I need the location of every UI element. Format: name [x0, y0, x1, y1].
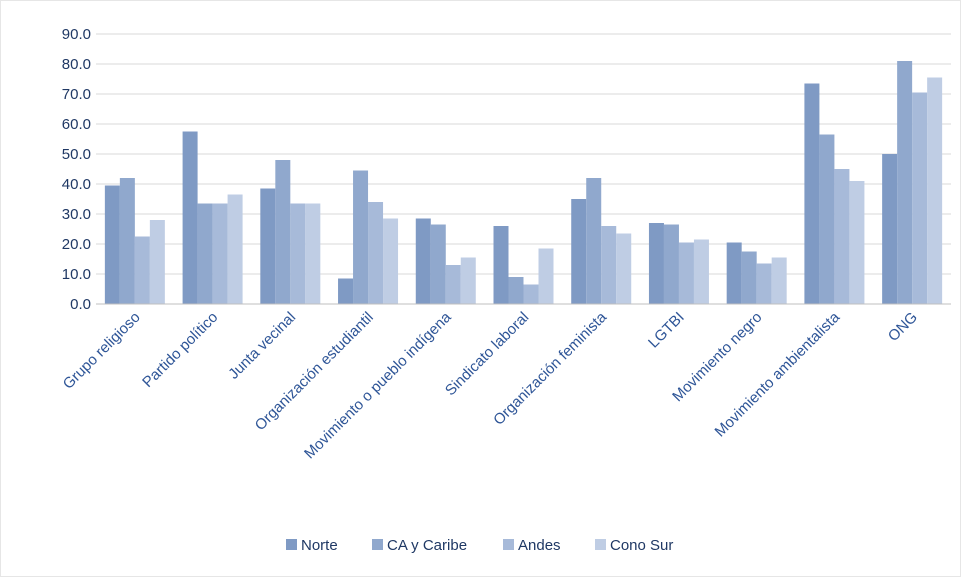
bar-norte-partido-politico: [182, 131, 198, 304]
bar-ca-y-caribe-lgtbi: [663, 224, 679, 304]
bar-cono-sur-sindicato-laboral: [538, 248, 554, 304]
bar-andes-partido-politico: [212, 203, 228, 304]
legend-swatch: [595, 539, 606, 550]
bar-ca-y-caribe-movimiento-ambientalista: [819, 134, 835, 304]
legend-swatch: [286, 539, 297, 550]
bar-andes-junta-vecinal: [290, 203, 306, 304]
y-tick-label: 80.0: [62, 56, 91, 73]
x-tick-label: Grupo religioso: [60, 309, 144, 393]
legend-item-cono-sur: Cono Sur: [595, 537, 673, 554]
legend-swatch: [503, 539, 514, 550]
bar-norte-movimiento-o-pueblo-indigena: [415, 218, 431, 304]
bar-ca-y-caribe-movimiento-negro: [741, 251, 757, 304]
bar-norte-movimiento-negro: [726, 242, 742, 304]
bar-group-lgtbi: [648, 223, 709, 304]
y-tick-label: 90.0: [62, 26, 91, 43]
bar-cono-sur-organizacion-feminista: [616, 233, 632, 304]
legend-label: Norte: [301, 537, 338, 554]
legend-item-ca-y-caribe: CA y Caribe: [372, 537, 467, 554]
y-tick-label: 60.0: [62, 116, 91, 133]
y-tick-label: 10.0: [62, 266, 91, 283]
y-tick-label: 50.0: [62, 146, 91, 163]
y-tick-label: 30.0: [62, 206, 91, 223]
y-tick-label: 40.0: [62, 176, 91, 193]
bar-group-organizacion-estudiantil: [338, 170, 399, 304]
bar-group-movimiento-ambientalista: [804, 83, 865, 304]
bar-andes-lgtbi: [678, 242, 694, 304]
x-tick-label: Movimiento o pueblo indígena: [301, 308, 455, 462]
bar-cono-sur-grupo-religioso: [149, 220, 165, 304]
bar-group-movimiento-negro: [726, 242, 787, 304]
x-tick-label: Junta vecinal: [225, 309, 299, 383]
y-tick-label: 0.0: [70, 296, 91, 313]
bar-cono-sur-organizacion-estudiantil: [383, 218, 399, 304]
bar-ca-y-caribe-grupo-religioso: [119, 178, 135, 304]
bar-group-grupo-religioso: [104, 178, 165, 304]
bar-norte-lgtbi: [648, 223, 664, 304]
legend-item-norte: Norte: [286, 537, 338, 554]
bar-ca-y-caribe-ong: [897, 61, 913, 304]
bar-cono-sur-movimiento-o-pueblo-indigena: [460, 257, 476, 304]
bar-ca-y-caribe-partido-politico: [197, 203, 213, 304]
legend: Norte CA y Caribe Andes Cono Sur: [286, 537, 673, 554]
y-tick-label: 20.0: [62, 236, 91, 253]
legend-label: Cono Sur: [610, 537, 673, 554]
bar-norte-movimiento-ambientalista: [804, 83, 820, 304]
bar-norte-organizacion-feminista: [571, 199, 587, 304]
x-tick-label: Sindicato laboral: [442, 309, 532, 399]
bar-group-sindicato-laboral: [493, 226, 554, 304]
legend-label: CA y Caribe: [387, 537, 467, 554]
bar-andes-grupo-religioso: [134, 236, 150, 304]
bar-ca-y-caribe-sindicato-laboral: [508, 277, 524, 304]
y-tick-label: 70.0: [62, 86, 91, 103]
bars: [104, 61, 943, 304]
bar-norte-organizacion-estudiantil: [338, 278, 354, 304]
bar-norte-ong: [882, 154, 898, 304]
bar-group-junta-vecinal: [260, 160, 321, 304]
bar-andes-movimiento-ambientalista: [834, 169, 850, 304]
bar-ca-y-caribe-organizacion-feminista: [586, 178, 602, 304]
bar-group-organizacion-feminista: [571, 178, 632, 304]
bar-norte-grupo-religioso: [104, 185, 120, 304]
bar-group-movimiento-o-pueblo-indigena: [415, 218, 476, 304]
bar-andes-organizacion-feminista: [601, 226, 617, 304]
bar-group-partido-politico: [182, 131, 243, 304]
bar-cono-sur-ong: [927, 77, 943, 304]
bar-cono-sur-lgtbi: [693, 239, 709, 304]
x-tick-label: ONG: [885, 309, 921, 345]
legend-item-andes: Andes: [503, 537, 561, 554]
bar-andes-movimiento-o-pueblo-indigena: [445, 265, 461, 304]
x-tick-label: Movimiento ambientalista: [712, 308, 844, 440]
bar-cono-sur-movimiento-negro: [771, 257, 787, 304]
x-tick-label: LGTBI: [645, 309, 688, 352]
bar-cono-sur-junta-vecinal: [305, 203, 321, 304]
bar-andes-ong: [912, 92, 928, 304]
bar-norte-sindicato-laboral: [493, 226, 509, 304]
bar-ca-y-caribe-junta-vecinal: [275, 160, 291, 304]
legend-swatch: [372, 539, 383, 550]
bar-norte-junta-vecinal: [260, 188, 276, 304]
bar-ca-y-caribe-organizacion-estudiantil: [353, 170, 369, 304]
y-axis-ticks: 0.0 10.0 20.0 30.0 40.0 50.0 60.0 70.0 80.0 90.0: [62, 26, 91, 313]
bar-cono-sur-partido-politico: [227, 194, 243, 304]
legend-label: Andes: [518, 537, 561, 554]
bar-cono-sur-movimiento-ambientalista: [849, 181, 865, 304]
bar-andes-sindicato-laboral: [523, 284, 539, 304]
bar-group-ong: [882, 61, 943, 304]
bar-ca-y-caribe-movimiento-o-pueblo-indigena: [430, 224, 446, 304]
bar-andes-movimiento-negro: [756, 263, 772, 304]
bar-andes-organizacion-estudiantil: [368, 202, 384, 304]
x-tick-label: Partido político: [139, 309, 221, 391]
